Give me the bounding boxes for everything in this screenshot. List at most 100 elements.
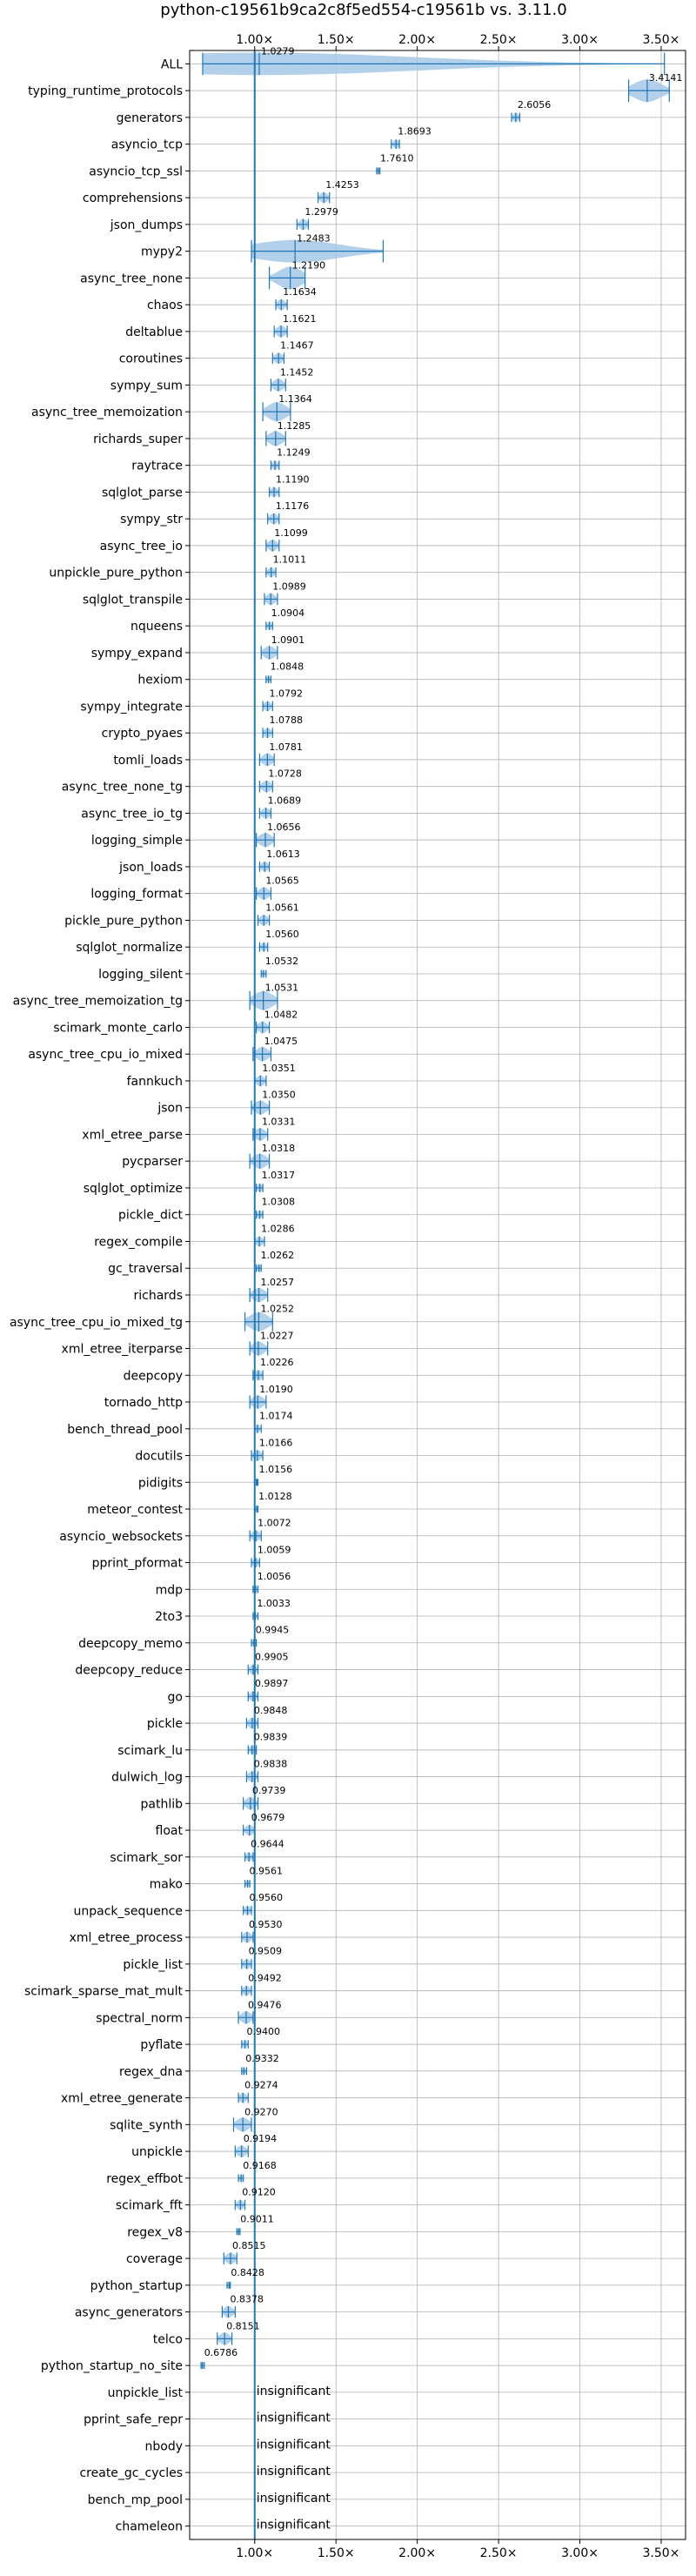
value-label: 0.9168 xyxy=(243,2160,277,2171)
value-label: 0.9194 xyxy=(244,2133,278,2144)
row-label: regex_v8 xyxy=(127,2225,183,2239)
row-label: tomli_loads xyxy=(113,754,183,768)
value-label: 1.0331 xyxy=(262,1116,296,1127)
row-label: nqueens xyxy=(130,620,183,634)
value-label: 1.0072 xyxy=(258,1518,291,1529)
row-label: unpickle_list xyxy=(108,2386,184,2400)
value-label: 1.0317 xyxy=(262,1170,296,1181)
value-label: 1.8693 xyxy=(398,126,432,138)
row-label: async_tree_memoization_tg xyxy=(13,995,183,1009)
row-label: deepcopy xyxy=(124,1369,183,1383)
row-label: dulwich_log xyxy=(111,1771,183,1785)
row-label: scimark_lu xyxy=(117,1744,183,1758)
row-label: regex_compile xyxy=(94,1235,183,1249)
row-label: float xyxy=(156,1824,184,1838)
value-label: 1.0532 xyxy=(265,956,299,967)
row-label: json_loads xyxy=(118,861,183,875)
value-label: 0.8428 xyxy=(231,2267,264,2278)
row-label: typing_runtime_protocols xyxy=(28,84,183,98)
row-label: async_tree_none xyxy=(80,272,183,285)
row-label: pathlib xyxy=(141,1797,184,1811)
value-label: 1.0227 xyxy=(260,1330,294,1341)
value-label: 0.8515 xyxy=(232,2240,266,2251)
row-label: async_tree_cpu_io_mixed_tg xyxy=(10,1316,183,1330)
x-tick-label-bottom: 2.00× xyxy=(398,2546,436,2560)
value-label: 1.0252 xyxy=(260,1304,294,1315)
row-label: scimark_fft xyxy=(116,2199,184,2213)
row-label: xml_etree_generate xyxy=(61,2092,183,2106)
row-label: pickle xyxy=(147,1717,183,1731)
value-label: 1.0350 xyxy=(262,1090,296,1101)
insignificant-label: insignificant xyxy=(257,2492,331,2506)
value-label: 1.0901 xyxy=(271,634,305,646)
row-label: mako xyxy=(150,1878,183,1892)
row-label: sqlglot_parse xyxy=(102,486,183,500)
value-label: 1.0904 xyxy=(271,607,305,619)
row-label: xml_etree_parse xyxy=(82,1128,183,1142)
row-label: fannkuch xyxy=(127,1075,183,1089)
row-label: scimark_sparse_mat_mult xyxy=(24,1985,183,1999)
value-label: 0.9274 xyxy=(244,2080,278,2091)
insignificant-label: insignificant xyxy=(257,2412,331,2425)
value-label: 0.9897 xyxy=(255,1678,289,1689)
row-label: pickle_list xyxy=(123,1958,183,1972)
x-tick-label-top: 1.00× xyxy=(236,33,273,47)
value-label: 0.9644 xyxy=(251,1839,284,1850)
row-label: mdp xyxy=(156,1583,184,1597)
row-label: go xyxy=(168,1690,183,1704)
row-label: unpickle_pure_python xyxy=(49,567,183,580)
value-label: 0.9560 xyxy=(250,1892,284,1903)
value-label: 0.9848 xyxy=(254,1705,288,1716)
value-label: 0.9945 xyxy=(256,1625,290,1636)
value-label: 1.0989 xyxy=(272,580,306,592)
row-label: json xyxy=(157,1102,183,1116)
value-label: 1.7610 xyxy=(380,152,414,164)
value-label: 1.1190 xyxy=(276,473,310,485)
x-tick-label-top: 2.00× xyxy=(398,33,436,47)
value-label: 1.0308 xyxy=(262,1197,296,1208)
value-label: 1.0226 xyxy=(260,1357,294,1368)
row-label: regex_dna xyxy=(119,2065,183,2079)
row-label: richards_super xyxy=(93,433,183,446)
row-label: sqlglot_normalize xyxy=(76,941,183,955)
row-label: logging_silent xyxy=(98,968,183,982)
row-label: scimark_sor xyxy=(110,1851,183,1865)
row-label: deepcopy_memo xyxy=(78,1637,183,1651)
row-label: mypy2 xyxy=(141,245,183,259)
row-label: json_dumps xyxy=(110,218,183,232)
row-label: xml_etree_iterparse xyxy=(62,1343,183,1357)
row-label: pickle_dict xyxy=(118,1209,184,1223)
insignificant-label: insignificant xyxy=(257,2385,331,2398)
value-label: 1.0561 xyxy=(265,902,299,913)
row-label: sympy_integrate xyxy=(80,700,183,714)
row-label: sqlite_synth xyxy=(110,2118,183,2132)
value-label: 1.0560 xyxy=(265,929,299,940)
value-label: 1.0033 xyxy=(257,1598,291,1609)
value-label: 1.0351 xyxy=(262,1063,296,1074)
value-label: 1.0166 xyxy=(259,1437,293,1448)
value-label: 0.8151 xyxy=(226,2320,260,2331)
row-label: telco xyxy=(153,2332,183,2346)
value-label: 1.0156 xyxy=(259,1464,293,1475)
value-label: 1.0792 xyxy=(270,688,304,699)
value-label: 1.0788 xyxy=(269,714,303,726)
value-label: 1.0059 xyxy=(258,1544,291,1555)
row-label: ALL xyxy=(161,57,183,71)
value-label: 1.0056 xyxy=(258,1571,291,1582)
value-label: 1.0531 xyxy=(265,983,299,994)
value-label: 1.2483 xyxy=(297,233,331,245)
value-label: 1.0190 xyxy=(259,1384,293,1395)
row-label: pickle_pure_python xyxy=(64,914,183,928)
value-label: 0.8378 xyxy=(230,2294,264,2305)
insignificant-label: insignificant xyxy=(257,2438,331,2452)
row-label: async_tree_memoization xyxy=(31,406,183,419)
value-label: 1.0262 xyxy=(261,1250,295,1261)
value-label: 1.1249 xyxy=(277,447,311,459)
chart-title: python-c19561b9ca2c8f5ed554-c19561b vs. … xyxy=(160,1,566,19)
row-label: meteor_contest xyxy=(87,1503,183,1517)
row-label: xml_etree_process xyxy=(70,1931,183,1945)
row-label: pycparser xyxy=(122,1155,183,1169)
value-label: 0.6786 xyxy=(204,2347,238,2358)
insignificant-label: insignificant xyxy=(257,2519,331,2532)
